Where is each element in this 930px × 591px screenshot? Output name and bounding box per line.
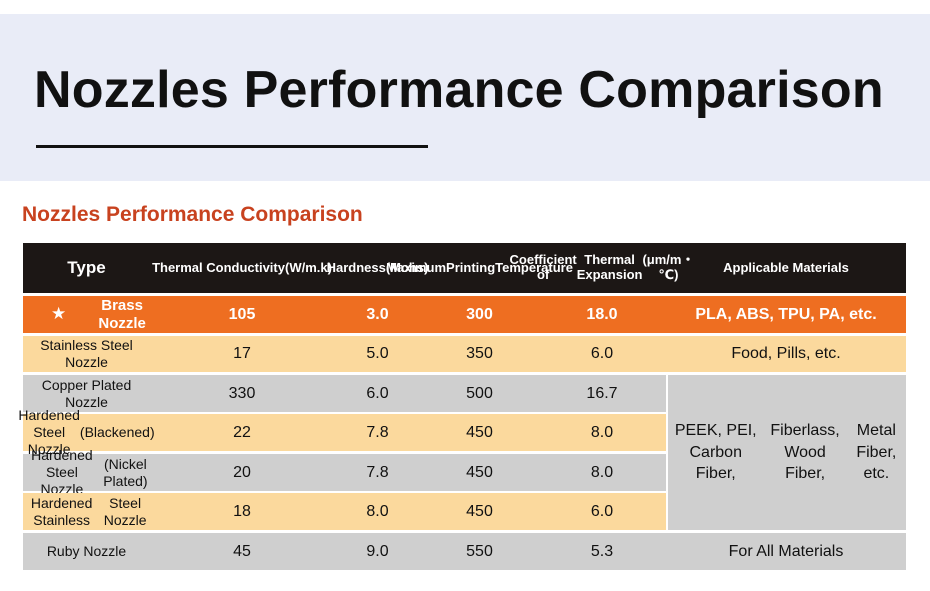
table-row — [23, 375, 666, 412]
expansion-cell: 6.0 — [590, 502, 614, 520]
hardness-cell: 8.0 — [366, 502, 389, 520]
table-row — [23, 454, 666, 491]
text-line: Maximum — [386, 259, 447, 275]
text-line: Metal Fiber, etc. — [856, 422, 897, 483]
hardness-cell: 6.0 — [366, 384, 389, 402]
text-line: PEEK, PEI, Carbon Fiber, — [674, 422, 757, 483]
hardness-cell: 3.0 — [366, 305, 389, 323]
temperature-cell: 500 — [466, 384, 493, 402]
table-row — [23, 414, 666, 451]
nozzle-type-cell: Hardened Steel Nozzle (Nickel Plated) — [23, 447, 150, 497]
column-header-type: Type — [23, 243, 150, 293]
text-line: Hardened Steel Nozzle — [18, 407, 80, 457]
text-line: (μm/m・℃) — [642, 252, 695, 282]
text-line: Fiberlass, Wood Fiber, — [770, 422, 840, 483]
text-line: Hardness — [326, 259, 386, 275]
table-title: Nozzles Performance Comparison — [22, 203, 363, 226]
temperature-cell: 300 — [466, 305, 493, 323]
text-line: Hardened Steel Nozzle — [31, 447, 93, 497]
conductivity-cell: 20 — [233, 463, 251, 481]
text-line: (Mohs) — [385, 259, 429, 275]
materials-cell: PLA, ABS, TPU, PA, etc. — [695, 305, 877, 323]
conductivity-cell: 22 — [233, 423, 251, 441]
text-line: Applicable Materials — [723, 259, 849, 275]
text-line: Stainless Steel Nozzle — [40, 337, 133, 370]
text-line: Temperature — [495, 259, 573, 275]
hardness-cell: 7.8 — [366, 423, 389, 441]
text-line: Type — [67, 258, 106, 278]
merged-materials-cell: PEEK, PEI, Carbon Fiber, Fiberlass, Wood … — [668, 375, 906, 530]
expansion-cell: 8.0 — [590, 423, 614, 441]
column-header-conductivity: Thermal Conductivity (W/m.k) — [150, 243, 334, 293]
title-underline — [36, 145, 428, 148]
table-row — [23, 493, 666, 530]
column-header-materials: Applicable Materials — [666, 243, 906, 293]
merged-materials-bg — [668, 375, 906, 530]
conductivity-cell: 45 — [233, 542, 251, 560]
nozzle-type-cell: Hardened Steel Nozzle (Blackened) — [18, 407, 154, 457]
materials-cell: For All Materials — [728, 542, 844, 560]
expansion-cell: 5.3 — [590, 542, 614, 560]
page-title: Nozzles Performance Comparison — [34, 61, 884, 119]
temperature-cell: 550 — [466, 542, 493, 560]
expansion-cell: 8.0 — [590, 463, 614, 481]
text-line: (Nickel Plated) — [103, 455, 148, 489]
expansion-cell: 6.0 — [590, 345, 614, 363]
nozzle-type-cell: ★ Brass Nozzle — [23, 296, 168, 333]
nozzle-type-cell: Stainless Steel Nozzle — [23, 336, 150, 372]
temperature-cell: 350 — [466, 345, 493, 363]
temperature-cell: 450 — [466, 502, 493, 520]
conductivity-cell: 105 — [228, 305, 256, 323]
expansion-cell: 18.0 — [586, 305, 618, 323]
hardness-cell: 7.8 — [366, 463, 389, 481]
text-line: Steel Nozzle — [103, 494, 147, 528]
conductivity-cell: 17 — [233, 345, 251, 363]
text-line: Printing — [446, 259, 496, 275]
table-row — [23, 336, 906, 372]
text-line: Copper Plated Nozzle — [41, 376, 132, 410]
expansion-cell: 16.7 — [586, 384, 618, 402]
star-icon: ★ — [51, 304, 67, 324]
nozzle-type-cell: Ruby Nozzle — [23, 533, 150, 570]
table-header-row — [23, 243, 906, 293]
temperature-cell: 450 — [466, 463, 493, 481]
nozzle-type-cell: Hardened Stainless Steel Nozzle — [23, 493, 150, 530]
materials-cell: Food, Pills, etc. — [731, 345, 841, 363]
column-header-temperature: Maximum Printing Temperature — [386, 243, 573, 293]
table-row — [23, 533, 906, 570]
conductivity-cell: 330 — [228, 384, 256, 402]
text-line: (Blackened) — [79, 424, 155, 441]
column-header-hardness: Hardness (Mohs) — [327, 243, 429, 293]
conductivity-cell: 18 — [233, 502, 251, 520]
text-line: Coefficient of — [509, 252, 577, 282]
table-row — [23, 296, 906, 333]
text-line: Hardened Stainless — [30, 494, 93, 528]
text-line: (W/m.k) — [284, 259, 332, 275]
text-line: Brass Nozzle — [98, 296, 146, 332]
text-line: Thermal Conductivity — [152, 259, 285, 275]
hardness-cell: 9.0 — [366, 542, 389, 560]
temperature-cell: 450 — [466, 423, 493, 441]
text-line: Ruby Nozzle — [46, 543, 127, 560]
text-line: Thermal Expansion — [576, 252, 643, 282]
column-header-expansion: Coefficient of Thermal Expansion (μm/m・℃) — [510, 243, 695, 293]
hardness-cell: 5.0 — [366, 345, 389, 363]
nozzle-type-cell: Copper Plated Nozzle — [23, 375, 150, 412]
title-banner — [0, 14, 930, 181]
